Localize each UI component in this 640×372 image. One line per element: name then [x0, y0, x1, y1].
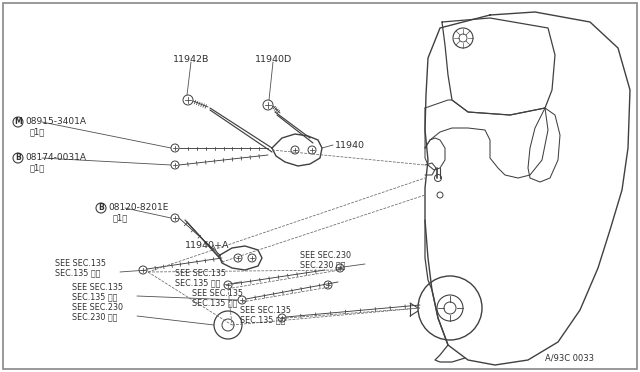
Text: 11940: 11940: [335, 141, 365, 150]
Text: SEC.230 参照: SEC.230 参照: [72, 312, 117, 321]
Text: 〈1〉: 〈1〉: [113, 214, 128, 222]
Text: 11940+A: 11940+A: [185, 241, 230, 250]
Text: B: B: [98, 203, 104, 212]
Text: SEC.135 参照: SEC.135 参照: [175, 278, 220, 287]
Text: SEE SEC.230: SEE SEC.230: [300, 251, 351, 260]
Text: B: B: [15, 154, 21, 163]
Text: SEE SEC.135: SEE SEC.135: [175, 269, 226, 278]
Text: A/93C 0033: A/93C 0033: [545, 353, 594, 362]
Text: SEE SEC.230: SEE SEC.230: [72, 303, 123, 312]
Text: SEE SEC.135: SEE SEC.135: [192, 289, 243, 298]
Text: M: M: [14, 118, 22, 126]
Text: SEC.135 参照: SEC.135 参照: [240, 315, 285, 324]
Text: 11942B: 11942B: [173, 55, 209, 64]
Text: SEE SEC.135: SEE SEC.135: [55, 259, 106, 268]
Text: 11940D: 11940D: [255, 55, 292, 64]
Text: SEE SEC.135: SEE SEC.135: [72, 283, 123, 292]
Text: SEC.230 参照: SEC.230 参照: [300, 260, 346, 269]
Text: SEE SEC.135: SEE SEC.135: [240, 306, 291, 315]
Text: 08120-8201E: 08120-8201E: [108, 203, 168, 212]
Text: 08915-3401A: 08915-3401A: [25, 118, 86, 126]
Text: SEC.135 参照: SEC.135 参照: [192, 298, 237, 307]
Text: SEC.135 参照: SEC.135 参照: [55, 268, 100, 277]
Text: 08174-0031A: 08174-0031A: [25, 154, 86, 163]
Text: SEC.135 参照: SEC.135 参照: [72, 292, 117, 301]
Text: 〈1〉: 〈1〉: [30, 128, 45, 137]
Text: 〈1〉: 〈1〉: [30, 164, 45, 173]
